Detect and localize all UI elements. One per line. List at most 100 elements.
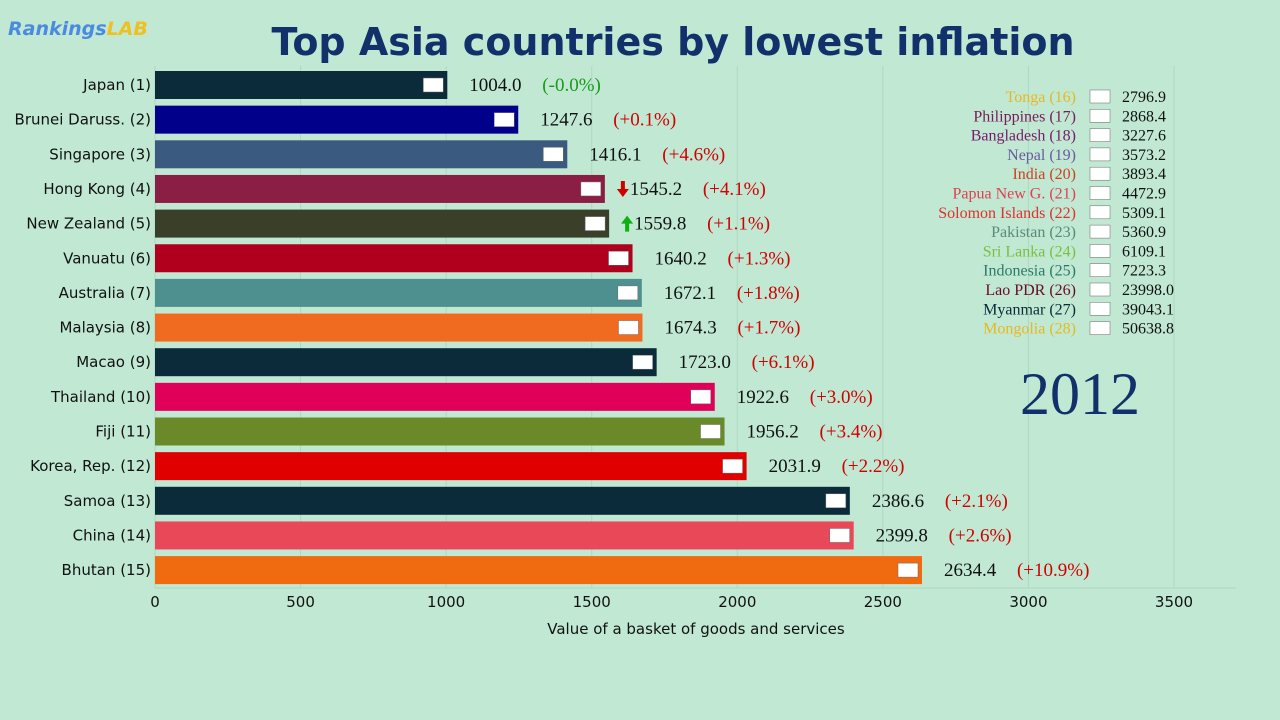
bar-value: 1640.2 — [655, 248, 707, 269]
legend-label: Solomon Islands (22) — [938, 205, 1076, 222]
x-tick-label: 1000 — [427, 593, 465, 611]
flag-icon — [1089, 128, 1111, 142]
x-tick-label: 3000 — [1009, 593, 1047, 611]
flag-icon — [1089, 244, 1111, 258]
flag-icon — [493, 112, 515, 127]
legend-value: 3893.4 — [1122, 166, 1166, 183]
flag-icon — [580, 181, 602, 197]
bar-value: 2031.9 — [769, 456, 821, 477]
flag-icon — [632, 354, 653, 370]
flag-icon — [1089, 302, 1111, 316]
bar — [155, 382, 715, 411]
year-label: 2012 — [1020, 361, 1140, 427]
flag-icon — [700, 424, 721, 439]
x-tick-label: 2000 — [718, 593, 756, 611]
bar-value: 2386.6 — [872, 491, 924, 512]
bar-label: New Zealand (5) — [26, 215, 151, 233]
bar-change: (+6.1%) — [752, 352, 815, 373]
chart-title: Top Asia countries by lowest inflation — [271, 20, 1075, 64]
bar — [155, 209, 610, 238]
x-tick-label: 500 — [286, 593, 315, 611]
flag-icon — [1089, 89, 1111, 104]
bar-change: (+0.1%) — [613, 110, 676, 131]
rankingslab-logo: RankingsLAB — [8, 18, 148, 40]
flag-icon — [825, 493, 847, 509]
bar — [155, 71, 448, 99]
arrow-down-icon — [616, 180, 629, 197]
legend-label: Mongolia (28) — [983, 321, 1076, 338]
legend-value: 5309.1 — [1122, 205, 1166, 222]
bar-label: Brunei Daruss. (2) — [15, 111, 151, 129]
bar-value: 2399.8 — [876, 525, 928, 546]
flag-icon — [1089, 186, 1111, 200]
legend-label: Nepal (19) — [1007, 147, 1076, 164]
bar-label: China (14) — [73, 526, 151, 544]
bar-change: (+1.1%) — [707, 214, 770, 235]
bar-label: Macao (9) — [76, 353, 151, 371]
flag-icon — [1089, 147, 1111, 162]
bar-value: 1545.2 — [630, 179, 682, 200]
bar-change: (+3.0%) — [810, 387, 873, 408]
legend-label: Sri Lanka (24) — [983, 243, 1076, 260]
bar-change: (+1.8%) — [737, 283, 800, 304]
bar-value: 1922.6 — [737, 387, 789, 408]
flag-icon — [1089, 321, 1111, 335]
bar-change: (-0.0%) — [542, 75, 601, 96]
x-tick-label: 0 — [150, 593, 160, 611]
bar-label: Bhutan (15) — [62, 561, 151, 579]
bar-value: 1004.0 — [469, 75, 521, 96]
legend-value: 2796.9 — [1122, 89, 1166, 106]
x-tick-label: 3500 — [1155, 593, 1193, 611]
bar — [155, 417, 725, 446]
legend-label: Papua New G. (21) — [952, 186, 1076, 203]
legend-label: Indonesia (25) — [983, 263, 1076, 280]
flag-icon — [829, 528, 850, 543]
bar — [155, 174, 605, 203]
legend-label: Bangladesh (18) — [971, 128, 1076, 145]
bar-label: Thailand (10) — [50, 388, 151, 406]
flag-icon — [897, 562, 919, 578]
legend-value: 4472.9 — [1122, 186, 1166, 203]
bar-change: (+2.1%) — [945, 491, 1008, 512]
legend-value: 50638.8 — [1122, 321, 1174, 338]
legend-label: Lao PDR (26) — [985, 282, 1076, 299]
bar — [155, 486, 850, 515]
legend-label: India (20) — [1012, 166, 1076, 183]
bar-value: 1956.2 — [747, 422, 799, 443]
legend-label: Philippines (17) — [973, 108, 1076, 125]
bar — [155, 556, 922, 585]
bar-value: 1674.3 — [664, 318, 716, 339]
logo-text-2: LAB — [106, 18, 148, 40]
bar-label: Singapore (3) — [49, 145, 151, 163]
bar-label: Vanuatu (6) — [63, 249, 151, 267]
bar-label: Japan (1) — [82, 76, 151, 94]
flag-icon — [608, 251, 629, 266]
flag-icon — [584, 216, 606, 231]
flag-icon — [1089, 205, 1111, 220]
legend-value: 3227.6 — [1122, 128, 1166, 145]
bar — [155, 140, 568, 169]
legend-value: 5360.9 — [1122, 224, 1166, 241]
legend-label: Tonga (16) — [1006, 89, 1076, 106]
bar-change: (+1.7%) — [737, 318, 800, 339]
flag-icon — [423, 77, 444, 93]
flag-icon — [690, 389, 712, 405]
flag-icon — [617, 285, 639, 301]
legend-value: 23998.0 — [1122, 282, 1174, 299]
flag-icon — [1089, 263, 1111, 277]
x-tick-label: 1500 — [573, 593, 611, 611]
arrow-up-icon — [621, 215, 634, 232]
x-tick-label: 2500 — [864, 593, 902, 611]
bar-change: (+4.6%) — [662, 144, 725, 165]
bar-label: Malaysia (8) — [59, 319, 151, 337]
bar-value: 1416.1 — [589, 144, 641, 165]
bar — [155, 348, 657, 377]
bar-label: Korea, Rep. (12) — [30, 457, 151, 475]
legend-label: Pakistan (23) — [991, 224, 1076, 241]
flag-icon — [1089, 282, 1111, 297]
legend-label: Myanmar (27) — [983, 301, 1076, 318]
bar-label: Samoa (13) — [64, 492, 151, 510]
bar-label: Hong Kong (4) — [43, 180, 151, 198]
bar-value: 2634.4 — [944, 560, 997, 581]
